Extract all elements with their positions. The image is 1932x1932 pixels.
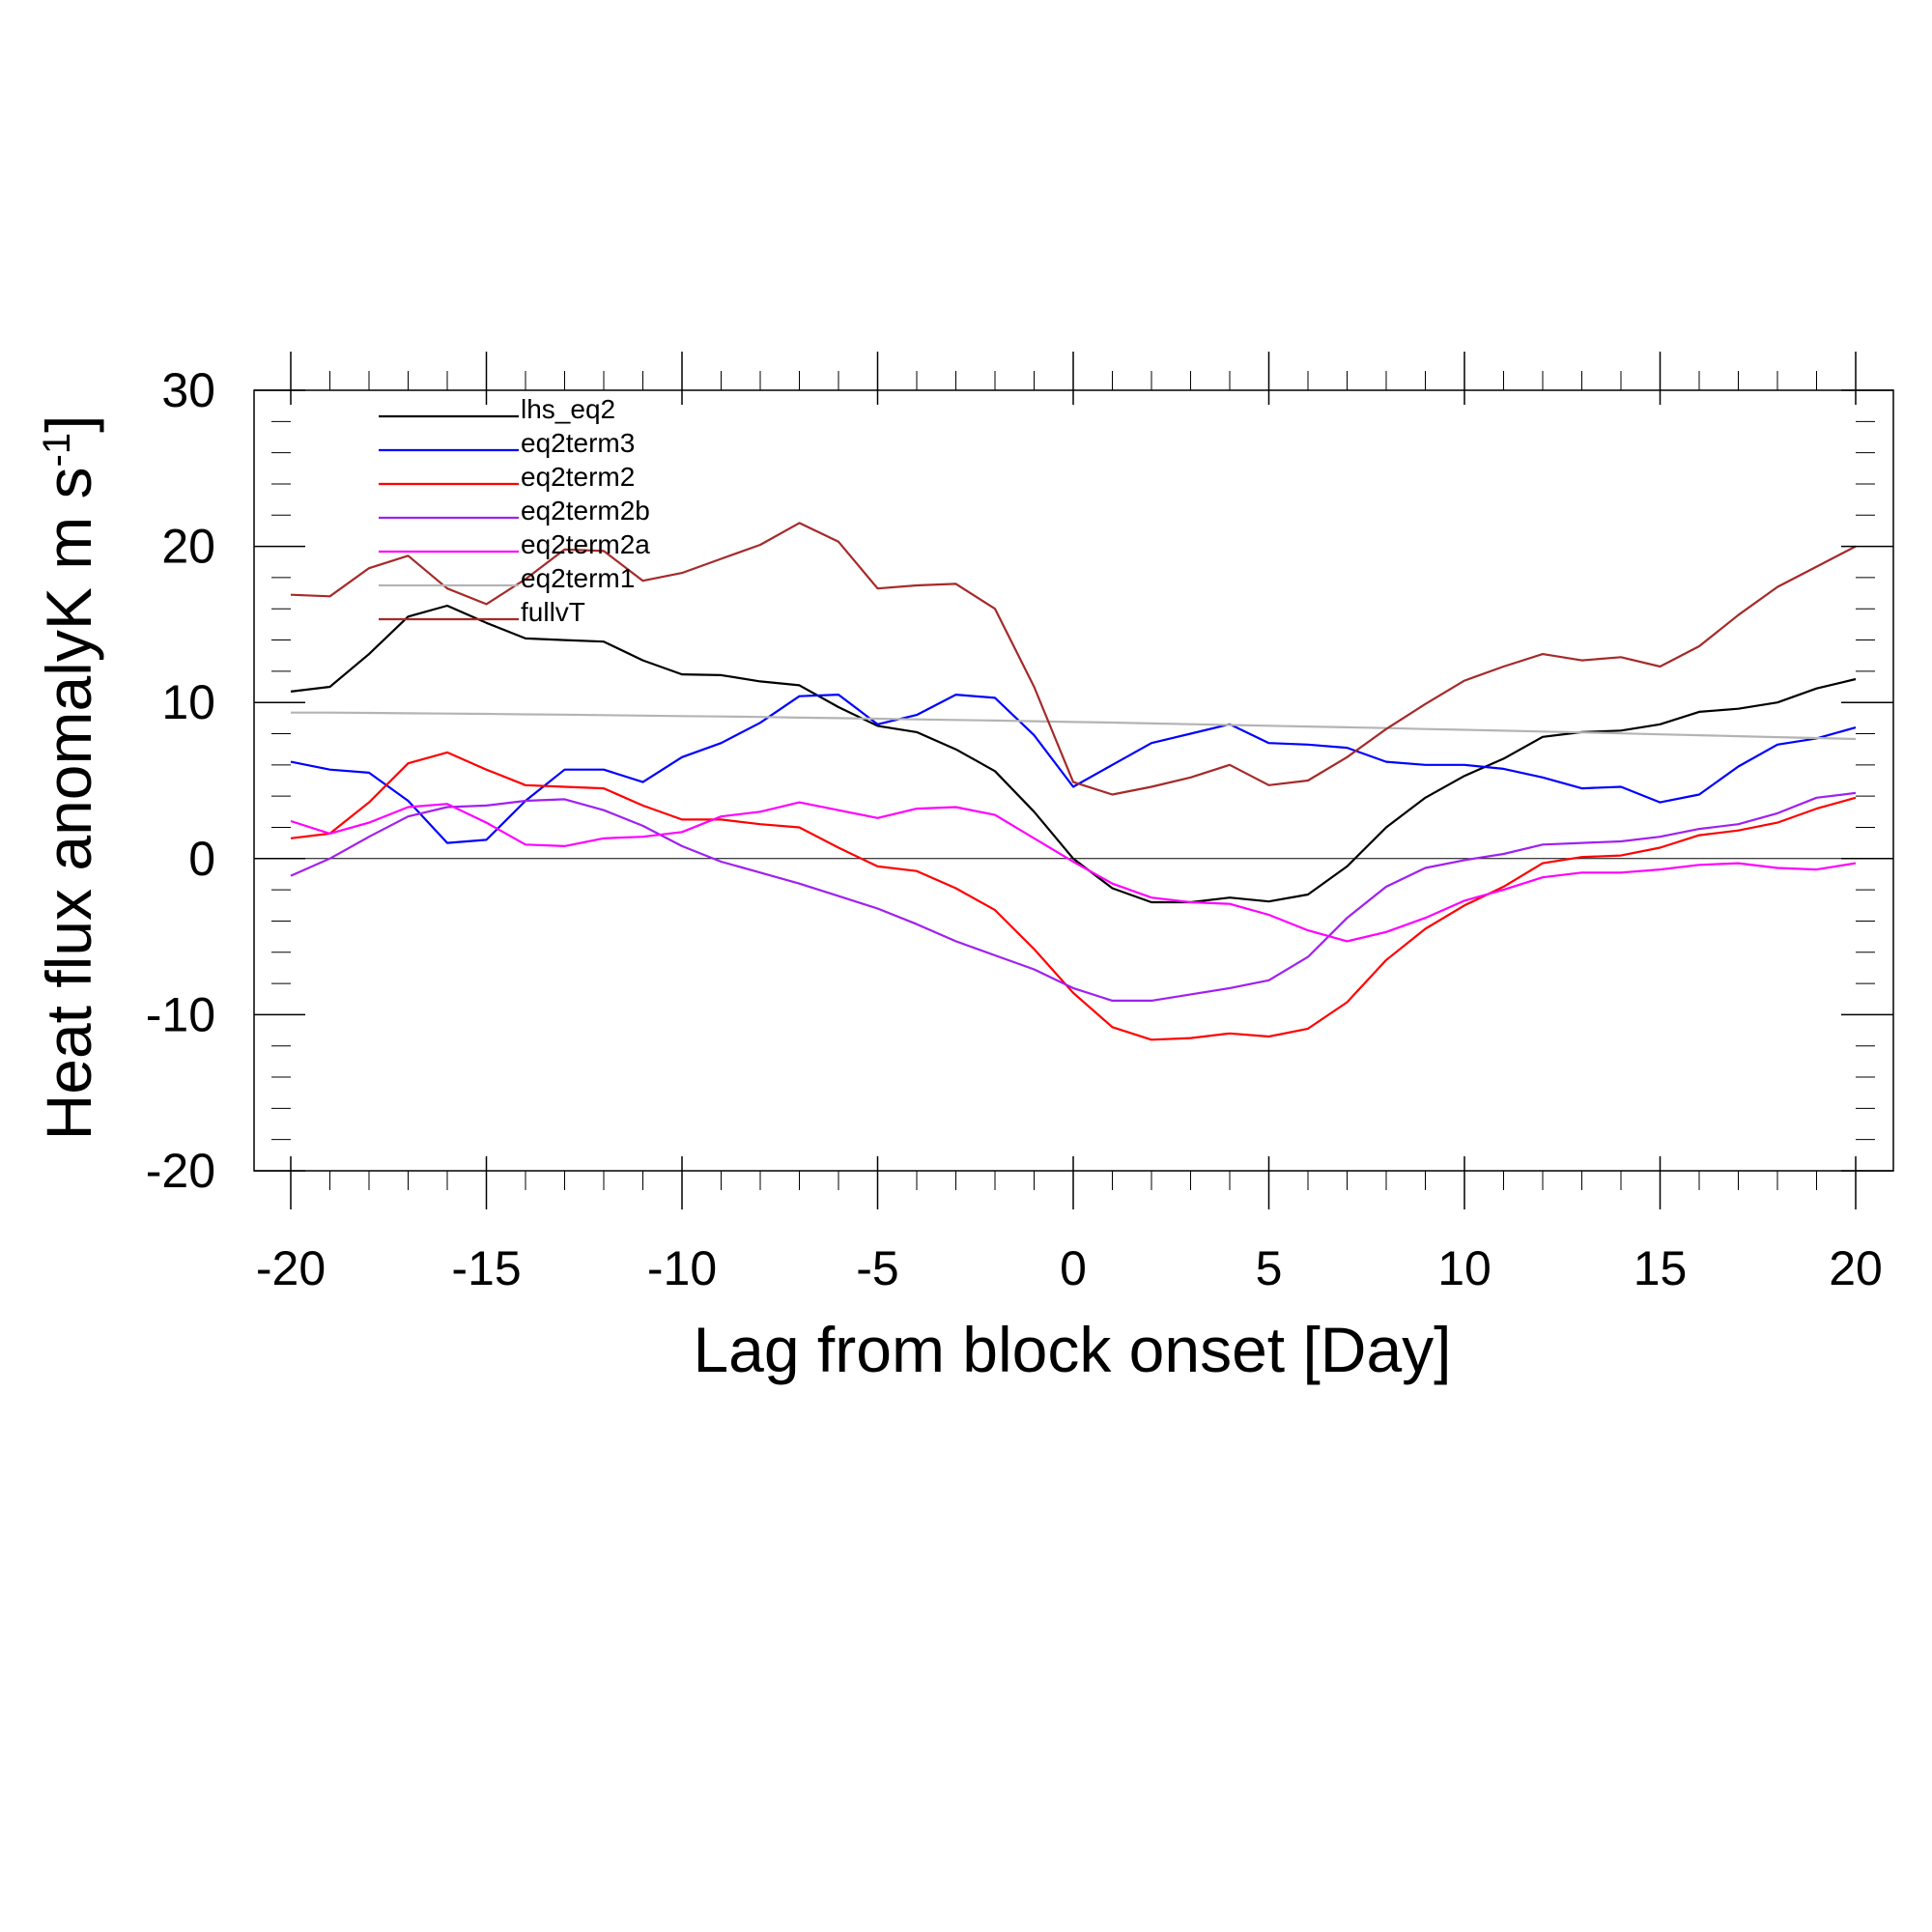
legend-label-eq2term2b: eq2term2b <box>521 496 650 526</box>
y-axis-title-sup: -1 <box>36 433 78 468</box>
y-tick-label: 20 <box>161 520 215 574</box>
x-tick-label: -10 <box>647 1241 717 1295</box>
y-axis-title-close: ] <box>33 415 104 433</box>
x-tick-label: 5 <box>1256 1241 1283 1295</box>
legend-label-eq2term2a: eq2term2a <box>521 529 650 559</box>
y-axis-title-main: Heat flux anomalyK m s <box>33 467 104 1140</box>
x-tick-label: -20 <box>256 1241 326 1295</box>
legend-label-eq2term2: eq2term2 <box>521 462 635 492</box>
series-line-lhs_eq2 <box>290 604 1857 904</box>
series-line-eq2term1 <box>291 711 1857 741</box>
y-tick-label: 30 <box>161 363 215 417</box>
x-tick-label: 0 <box>1060 1241 1087 1295</box>
x-tick-label: -15 <box>451 1241 521 1295</box>
legend-label-eq2term3: eq2term3 <box>521 428 635 458</box>
chart-frame-group <box>253 352 1894 1209</box>
series-line-eq2term3 <box>290 693 1857 844</box>
plot-frame <box>253 389 1894 1172</box>
series-line-eq2term2b <box>290 791 1857 1003</box>
tick-labels-layer: -20 -15 -10 -5 0 5 10 15 20 -20 -10 0 10 20 30 <box>146 363 1883 1295</box>
series-line-eq2term2a <box>290 801 1857 943</box>
y-tick-label: 10 <box>161 675 215 729</box>
x-tick-label: 10 <box>1437 1241 1492 1295</box>
y-tick-label: -10 <box>146 987 215 1041</box>
series-layer <box>290 522 1857 1041</box>
x-tick-label: 15 <box>1634 1241 1688 1295</box>
x-tick-label: 20 <box>1829 1241 1883 1295</box>
legend-label-fullvT: fullvT <box>521 597 585 627</box>
legend: lhs_eq2 eq2term3 eq2term2 eq2term2beq2term2… <box>379 394 650 627</box>
legend-label-eq2term1: eq2term1 <box>521 563 635 593</box>
ticks-layer <box>254 352 1893 1209</box>
x-axis-title: Lag from block onset [Day] <box>693 1314 1451 1385</box>
y-tick-label: -20 <box>146 1144 215 1198</box>
legend-label-lhs_eq2: lhs_eq2 <box>521 394 615 424</box>
x-tick-label: -5 <box>856 1241 898 1295</box>
y-tick-label: 0 <box>188 832 215 886</box>
series-line-eq2term2 <box>290 751 1857 1041</box>
series-line-fullvT <box>290 522 1857 796</box>
y-axis-title: Heat flux anomalyK m s-1] <box>33 415 104 1141</box>
